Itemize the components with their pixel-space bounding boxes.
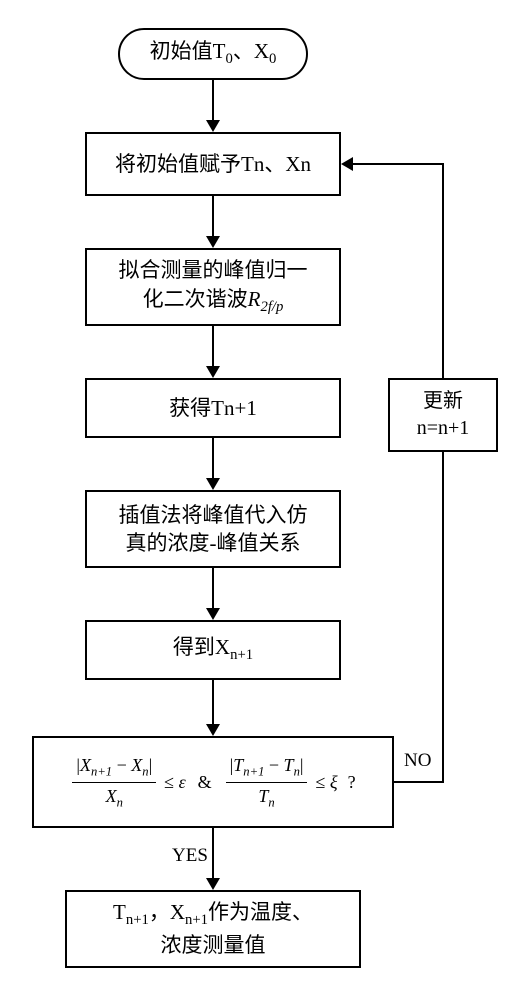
node-assign-text: 将初始值赋予Tn、Xn	[115, 150, 311, 178]
decision-frac2-den: Tn	[226, 783, 308, 812]
edge-gett-interp	[212, 438, 214, 480]
node-start: 初始值T0、X0	[118, 28, 308, 80]
node-fit: 拟合测量的峰值归一化二次谐波R2f/p	[85, 248, 341, 326]
arrowhead-1	[206, 120, 220, 132]
arrowhead-7	[206, 878, 220, 890]
node-get-x-text: 得到Xn+1	[173, 633, 253, 666]
decision-q: ?	[348, 770, 356, 794]
node-interp-text: 插值法将峰值代入仿真的浓度-峰值关系	[119, 501, 308, 558]
node-update: 更新n=n+1	[388, 378, 498, 452]
flowchart-container: 初始值T0、X0 将初始值赋予Tn、Xn 拟合测量的峰值归一化二次谐波R2f/p…	[0, 0, 531, 1000]
edge-interp-getx	[212, 568, 214, 610]
decision-frac1-num: |Xn+1 − Xn|	[72, 753, 156, 783]
label-yes: YES	[172, 845, 208, 867]
edge-decision-result	[212, 828, 214, 880]
decision-frac1-den: Xn	[72, 783, 156, 812]
node-result: Tn+1，Xn+1作为温度、浓度测量值	[65, 890, 361, 968]
arrowhead-2	[206, 236, 220, 248]
decision-frac2-op: ≤ ξ	[315, 770, 337, 794]
arrowhead-3	[206, 366, 220, 378]
edge-back-v	[442, 163, 444, 378]
label-yes-text: YES	[172, 845, 208, 866]
decision-amp: &	[198, 770, 212, 794]
decision-frac2: |Tn+1 − Tn| Tn	[226, 753, 308, 811]
node-assign: 将初始值赋予Tn、Xn	[85, 132, 341, 196]
node-update-text: 更新n=n+1	[417, 388, 470, 442]
node-get-x: 得到Xn+1	[85, 620, 341, 680]
decision-frac2-num: |Tn+1 − Tn|	[226, 753, 308, 783]
node-start-text: 初始值T0、X0	[150, 37, 277, 70]
edge-fit-gett	[212, 326, 214, 368]
node-decision: |Xn+1 − Xn| Xn ≤ ε & |Tn+1 − Tn| Tn ≤ ξ …	[32, 736, 394, 828]
arrowhead-back	[341, 157, 353, 171]
edge-getx-decision	[212, 680, 214, 726]
decision-frac1-op: ≤ ε	[164, 770, 185, 794]
edge-back-h	[353, 163, 444, 165]
node-interp: 插值法将峰值代入仿真的浓度-峰值关系	[85, 490, 341, 568]
node-get-t-text: 获得Tn+1	[169, 394, 257, 422]
node-get-t: 获得Tn+1	[85, 378, 341, 438]
decision-frac1: |Xn+1 − Xn| Xn	[72, 753, 156, 811]
edge-no-h	[394, 781, 444, 783]
edge-assign-fit	[212, 196, 214, 238]
decision-formula: |Xn+1 − Xn| Xn ≤ ε & |Tn+1 − Tn| Tn ≤ ξ …	[70, 753, 355, 811]
edge-start-assign	[212, 80, 214, 122]
arrowhead-4	[206, 478, 220, 490]
label-no-text: NO	[404, 750, 431, 771]
node-result-text: Tn+1，Xn+1作为温度、浓度测量值	[113, 898, 313, 959]
arrowhead-6	[206, 724, 220, 736]
edge-no-v	[442, 452, 444, 783]
label-no: NO	[404, 750, 431, 772]
node-fit-text: 拟合测量的峰值归一化二次谐波R2f/p	[119, 256, 308, 317]
arrowhead-5	[206, 608, 220, 620]
